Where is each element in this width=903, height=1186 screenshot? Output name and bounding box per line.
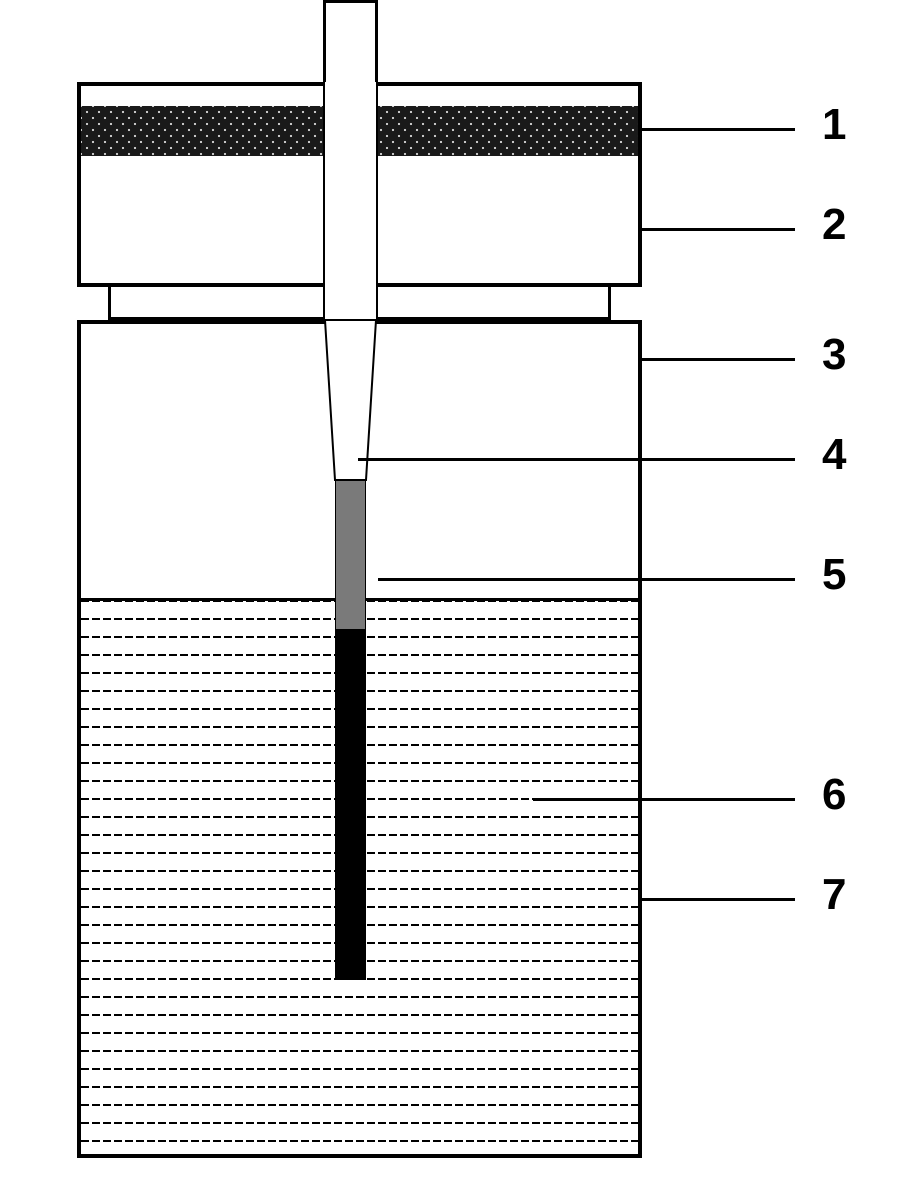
label-7: 7 [822,870,846,920]
taper-tip [325,320,376,480]
label-1: 1 [822,100,846,150]
label-6: 6 [822,770,846,820]
label-3: 3 [822,330,846,380]
figure-canvas: 1 2 3 4 5 6 7 [0,0,903,1186]
leader-7 [642,898,795,901]
label-5: 5 [822,550,846,600]
label-4: 4 [822,430,846,480]
black-segment [335,630,366,980]
leader-6 [533,798,795,801]
leader-2 [642,228,795,231]
gray-segment [335,480,366,630]
leader-1 [642,128,795,131]
leader-4 [358,458,795,461]
taper-svg [0,0,903,1186]
leader-3 [642,358,795,361]
label-2: 2 [822,200,846,250]
leader-5 [378,578,795,581]
